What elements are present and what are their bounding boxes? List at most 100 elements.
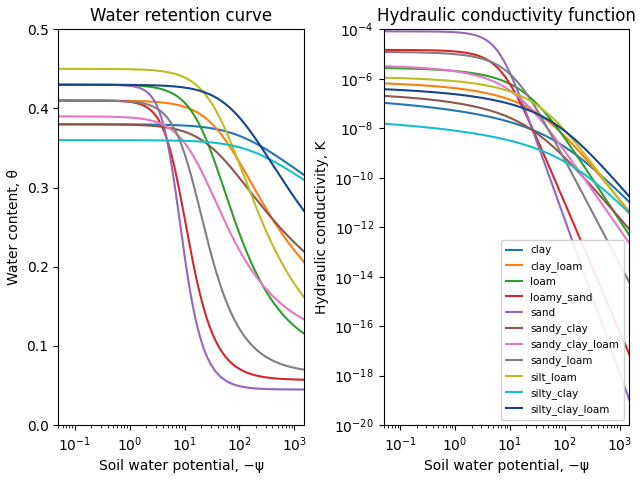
sand: [564, 228, 572, 233]
silty_clay: [491, 134, 499, 140]
silty_clay: [625, 210, 633, 216]
silt_loam: [443, 78, 451, 84]
Line: sandy_clay: sandy_clay: [383, 96, 629, 229]
sand: [625, 397, 633, 403]
silty_clay: [443, 127, 451, 132]
Line: clay_loam: clay_loam: [383, 84, 629, 212]
X-axis label: Soil water potential, −ψ: Soil water potential, −ψ: [424, 459, 589, 473]
silty_clay_loam: [491, 97, 499, 103]
sandy_loam: [423, 50, 431, 56]
Line: sandy_loam: sandy_loam: [383, 52, 629, 283]
loamy_sand: [380, 47, 387, 53]
sandy_clay: [544, 139, 552, 145]
sandy_clay_loam: [423, 65, 431, 71]
Line: silt_loam: silt_loam: [383, 78, 629, 214]
Title: Water retention curve: Water retention curve: [90, 7, 272, 25]
clay: [525, 125, 532, 131]
Legend: clay, clay_loam, loam, loamy_sand, sand, sandy_clay, sandy_clay_loam, sandy_loam: clay, clay_loam, loam, loamy_sand, sand,…: [501, 240, 624, 420]
sandy_clay_loam: [443, 67, 451, 73]
Y-axis label: Hydraulic conductivity, K: Hydraulic conductivity, K: [315, 141, 328, 314]
silt_loam: [491, 84, 499, 90]
silty_clay_loam: [525, 107, 532, 113]
sand: [423, 29, 431, 35]
sandy_loam: [491, 60, 499, 66]
silt_loam: [625, 211, 633, 216]
sandy_clay: [491, 109, 499, 115]
sandy_clay_loam: [544, 126, 552, 132]
clay: [564, 147, 572, 153]
sandy_clay: [625, 226, 633, 232]
silty_clay: [423, 124, 431, 130]
loamy_sand: [625, 351, 633, 357]
Line: silty_clay: silty_clay: [383, 124, 629, 213]
Title: Hydraulic conductivity function: Hydraulic conductivity function: [377, 7, 636, 25]
silty_clay_loam: [625, 193, 633, 199]
silty_clay_loam: [564, 131, 572, 137]
sand: [544, 169, 552, 175]
sandy_loam: [625, 280, 633, 286]
sandy_loam: [564, 164, 572, 170]
silt_loam: [544, 110, 552, 116]
Line: sand: sand: [383, 31, 629, 400]
loamy_sand: [544, 160, 552, 166]
silt_loam: [380, 75, 387, 81]
silty_clay: [564, 161, 572, 167]
loam: [525, 93, 532, 99]
silty_clay_loam: [423, 89, 431, 95]
sandy_clay_loam: [564, 154, 572, 159]
sand: [491, 45, 499, 50]
clay_loam: [564, 137, 572, 143]
sandy_clay: [443, 99, 451, 105]
Y-axis label: Water content, θ: Water content, θ: [7, 169, 21, 285]
silt_loam: [564, 132, 572, 138]
sandy_loam: [380, 49, 387, 55]
silty_clay: [544, 150, 552, 156]
clay_loam: [544, 118, 552, 124]
Line: silty_clay_loam: silty_clay_loam: [383, 89, 629, 196]
silty_clay_loam: [544, 117, 552, 122]
clay_loam: [380, 81, 387, 86]
loamy_sand: [525, 117, 532, 122]
sandy_clay: [525, 125, 532, 131]
clay_loam: [625, 209, 633, 215]
clay: [380, 100, 387, 106]
silt_loam: [423, 76, 431, 82]
clay_loam: [443, 84, 451, 90]
clay: [443, 107, 451, 112]
sandy_clay_loam: [625, 240, 633, 246]
silty_clay: [525, 143, 532, 149]
loamy_sand: [443, 48, 451, 54]
clay_loam: [491, 92, 499, 98]
loam: [625, 232, 633, 238]
sandy_clay: [564, 159, 572, 165]
sandy_clay_loam: [491, 79, 499, 85]
clay_loam: [525, 105, 532, 111]
silty_clay_loam: [443, 91, 451, 96]
clay: [544, 134, 552, 140]
clay: [423, 104, 431, 110]
loamy_sand: [564, 209, 572, 215]
loam: [564, 141, 572, 146]
sandy_clay_loam: [525, 103, 532, 109]
X-axis label: Soil water potential, −ψ: Soil water potential, −ψ: [99, 459, 264, 473]
sandy_loam: [443, 51, 451, 57]
clay_loam: [423, 83, 431, 88]
sand: [380, 28, 387, 34]
Line: loamy_sand: loamy_sand: [383, 50, 629, 354]
loam: [544, 113, 552, 119]
loam: [491, 75, 499, 81]
Line: clay: clay: [383, 103, 629, 202]
clay: [491, 115, 499, 121]
silt_loam: [525, 97, 532, 103]
loamy_sand: [423, 48, 431, 53]
clay: [625, 199, 633, 205]
silty_clay: [380, 121, 387, 127]
loam: [380, 65, 387, 71]
sand: [443, 29, 451, 35]
sandy_loam: [544, 126, 552, 132]
loamy_sand: [491, 62, 499, 68]
sand: [525, 116, 532, 122]
silty_clay_loam: [380, 86, 387, 92]
sandy_loam: [525, 94, 532, 99]
loam: [443, 67, 451, 73]
